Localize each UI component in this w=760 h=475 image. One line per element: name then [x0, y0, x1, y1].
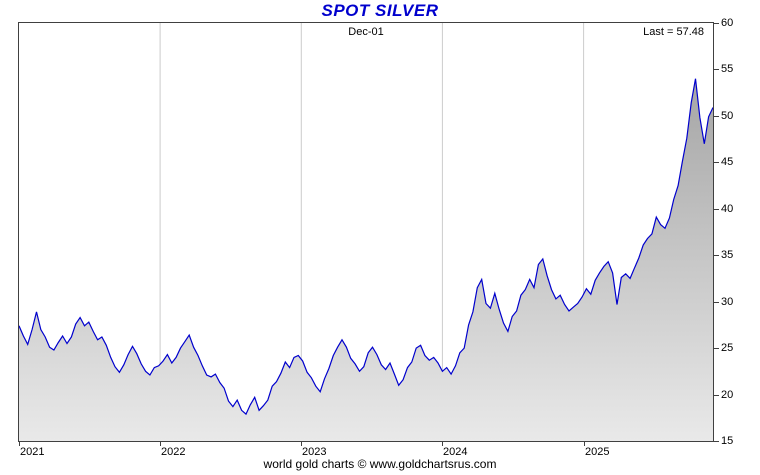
price-area-chart: [19, 23, 713, 441]
y-tick-mark: [714, 116, 719, 117]
last-value-label: Last = 57.48: [643, 26, 704, 38]
y-axis-label: 30: [721, 296, 734, 308]
x-axis-label: 2022: [161, 446, 186, 458]
y-axis-label: 40: [721, 203, 734, 215]
y-tick-mark: [714, 395, 719, 396]
y-tick-mark: [714, 69, 719, 70]
x-axis-label: 2021: [20, 446, 45, 458]
y-axis-label: 15: [721, 435, 734, 447]
x-tick-mark: [442, 442, 443, 446]
y-axis-label: 55: [721, 63, 734, 75]
x-tick-mark: [584, 442, 585, 446]
footer-credit: world gold charts © www.goldchartsrus.co…: [263, 457, 497, 471]
y-tick-mark: [714, 162, 719, 163]
y-axis-label: 20: [721, 389, 734, 401]
y-tick-mark: [714, 302, 719, 303]
y-axis-label: 50: [721, 110, 734, 122]
y-tick-mark: [714, 441, 719, 442]
x-tick-mark: [160, 442, 161, 446]
y-tick-mark: [714, 209, 719, 210]
x-tick-mark: [301, 442, 302, 446]
y-tick-mark: [714, 348, 719, 349]
y-axis-label: 60: [721, 17, 734, 29]
x-axis-label: 2025: [585, 446, 610, 458]
y-axis-label: 25: [721, 342, 734, 354]
y-axis-label: 35: [721, 249, 734, 261]
last-date-label: Dec-01: [348, 26, 384, 38]
x-tick-mark: [19, 442, 20, 446]
x-axis-label: 2023: [302, 446, 327, 458]
x-axis-label: 2024: [443, 446, 468, 458]
plot-area: Dec-01 Last = 57.48: [18, 22, 714, 442]
y-tick-mark: [714, 255, 719, 256]
y-tick-mark: [714, 23, 719, 24]
y-axis-label: 45: [721, 156, 734, 168]
chart-title: SPOT SILVER: [321, 1, 439, 20]
